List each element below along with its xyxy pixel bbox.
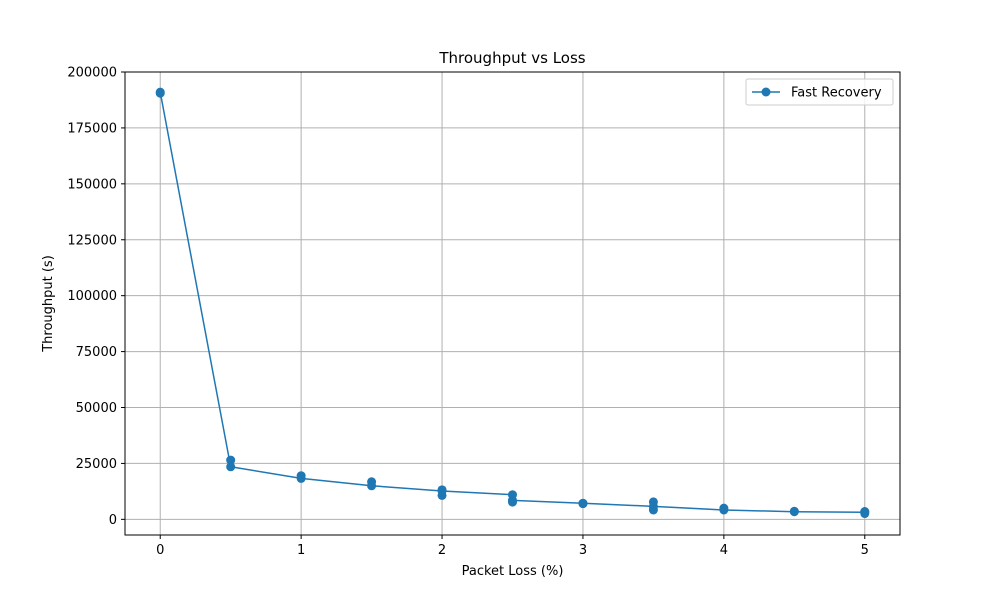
data-point (860, 509, 870, 519)
data-point (296, 473, 306, 483)
series-line (159, 91, 865, 513)
y-tick-label: 125000 (67, 233, 117, 248)
x-tick-label: 2 (438, 543, 446, 558)
x-tick-label: 5 (861, 543, 869, 558)
data-point (226, 455, 236, 465)
data-point (508, 497, 517, 507)
x-axis-title: Packet Loss (%) (462, 564, 564, 579)
data-point (789, 507, 799, 517)
axis-ticks: 0 1 2 3 4 5 0 25000 50000 75000 100000 125000 150000… (67, 66, 869, 559)
y-tick-label: 0 (109, 513, 117, 528)
y-tick-label: 175000 (67, 121, 117, 136)
legend-box (745, 78, 894, 106)
data-point (367, 481, 377, 491)
data-point (578, 499, 588, 509)
data-point (648, 505, 658, 515)
x-tick-label: 3 (579, 543, 587, 558)
data-point (437, 490, 447, 500)
y-tick-label: 75000 (76, 345, 117, 360)
y-tick-label: 25000 (76, 457, 117, 472)
x-tick-label: 0 (156, 543, 164, 558)
chart-title: Throughput vs Loss (438, 49, 585, 67)
legend: Fast Recovery (745, 78, 894, 106)
legend-label: Fast Recovery (791, 86, 882, 101)
data-point (155, 88, 165, 98)
series-layer (155, 87, 870, 519)
y-tick-label: 50000 (76, 401, 117, 416)
y-tick-label: 200000 (67, 66, 117, 81)
plot-frame (124, 71, 901, 536)
y-tick-label: 100000 (67, 289, 117, 304)
grid-lines (125, 71, 900, 535)
y-axis-title: Throughput (s) (41, 255, 56, 353)
y-tick-label: 150000 (67, 177, 117, 192)
x-tick-label: 1 (297, 543, 305, 558)
data-point (719, 505, 729, 515)
legend-marker-swatch (761, 87, 771, 97)
x-tick-label: 4 (720, 543, 728, 558)
data-point (226, 462, 236, 472)
